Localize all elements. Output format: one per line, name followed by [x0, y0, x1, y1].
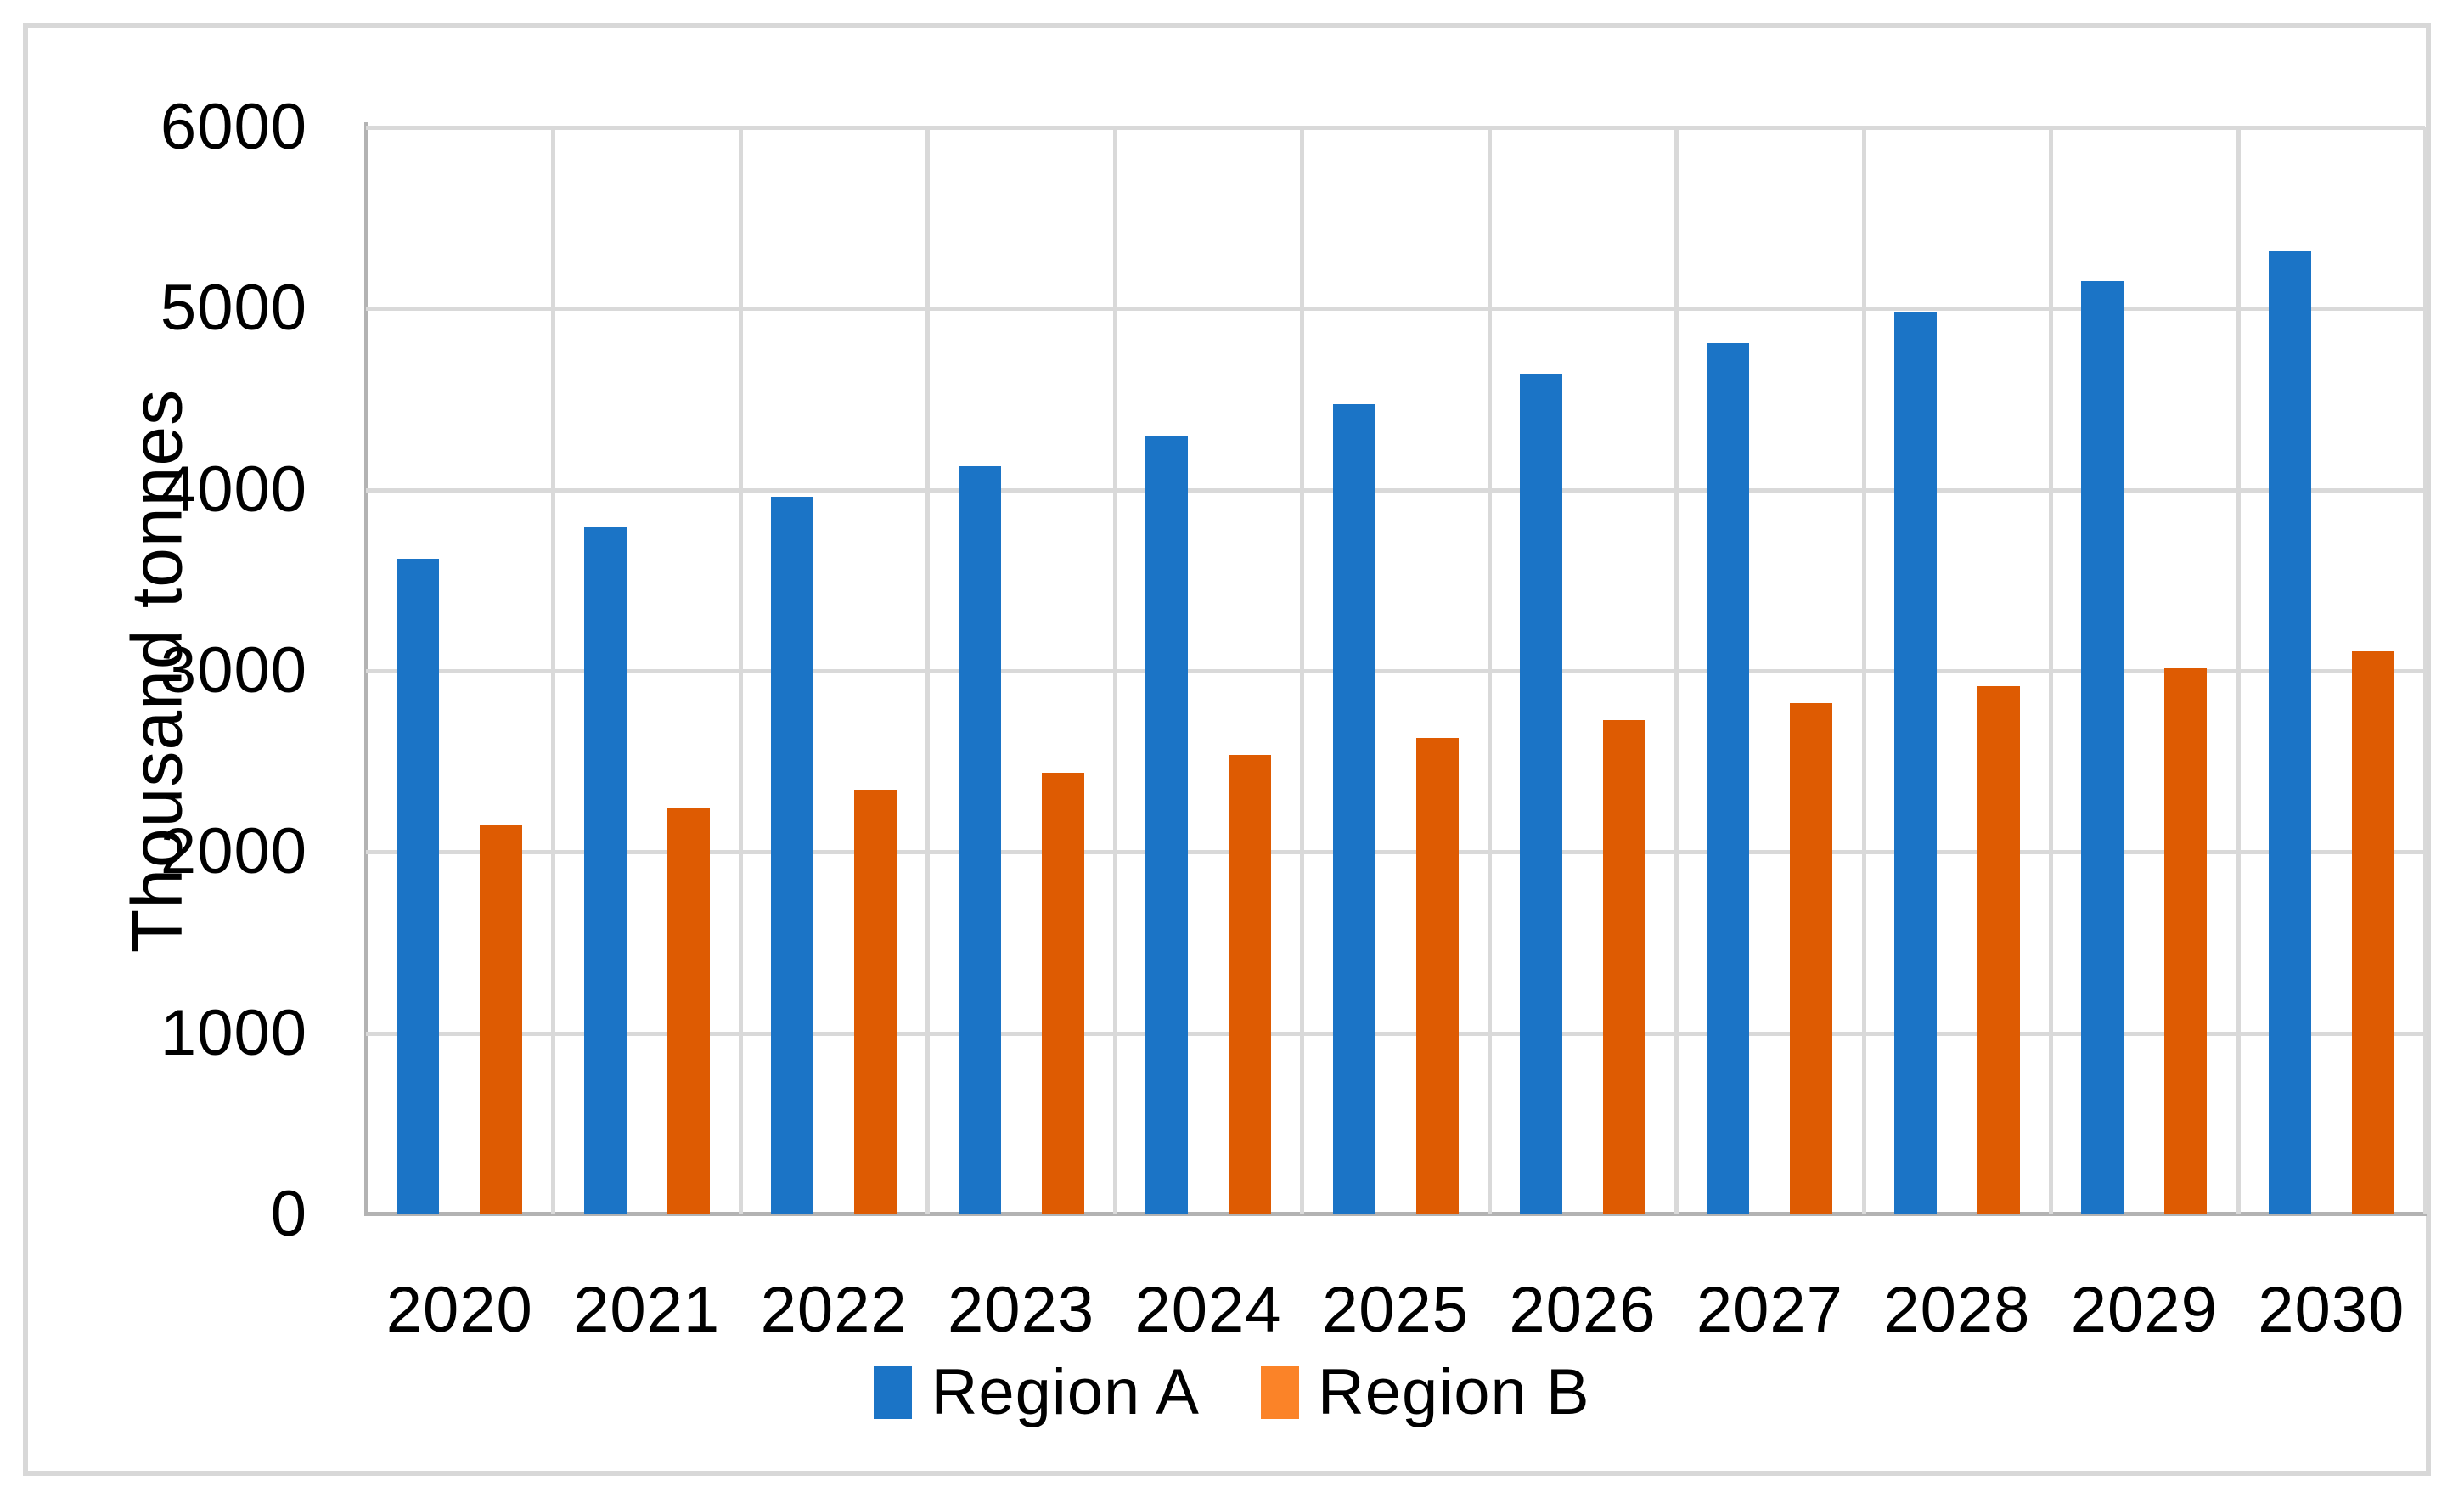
x-tick-label-2020: 2020	[385, 1274, 533, 1346]
gridline-vertical-7	[1674, 127, 1679, 1214]
gridline-horizontal-1000	[366, 1031, 2425, 1036]
gridline-vertical-1	[551, 127, 556, 1214]
gridline-vertical-3	[925, 127, 931, 1214]
bar-region-a-2020	[397, 558, 440, 1214]
gridline-vertical-4	[1112, 127, 1117, 1214]
bar-region-a-2025	[1332, 404, 1375, 1214]
bar-region-b-2027	[1790, 702, 1833, 1214]
x-tick-label-2026: 2026	[1509, 1274, 1657, 1346]
bar-region-b-2030	[2351, 650, 2394, 1214]
gridline-vertical-11	[2423, 127, 2427, 1214]
x-axis-line	[364, 1212, 2427, 1216]
x-tick-label-2025: 2025	[1321, 1274, 1470, 1346]
figure-border	[23, 23, 2431, 1476]
bar-region-a-2027	[1707, 342, 1750, 1214]
bar-region-a-2022	[771, 497, 814, 1214]
bar-region-b-2020	[480, 825, 523, 1214]
bar-region-b-2029	[2164, 668, 2208, 1214]
y-tick-label-1000: 1000	[160, 996, 307, 1069]
legend-item-region-a: Region A	[874, 1359, 1199, 1427]
y-tick-label-0: 0	[270, 1178, 307, 1250]
y-tick-label-4000: 4000	[160, 453, 307, 526]
gridline-vertical-9	[2049, 127, 2054, 1214]
y-tick-label-6000: 6000	[160, 91, 307, 163]
bar-region-a-2024	[1145, 435, 1189, 1214]
gridline-vertical-6	[1487, 127, 1492, 1214]
bar-region-b-2025	[1415, 737, 1459, 1214]
gridline-vertical-5	[1300, 127, 1305, 1214]
bar-region-a-2021	[583, 527, 627, 1214]
bar-region-b-2021	[667, 807, 710, 1214]
bar-region-b-2023	[1041, 772, 1084, 1214]
gridline-horizontal-2000	[366, 850, 2425, 855]
bar-region-b-2022	[854, 790, 897, 1214]
y-tick-label-5000: 5000	[160, 272, 307, 345]
bar-region-a-2023	[958, 465, 1001, 1214]
bar-region-b-2024	[1229, 755, 1272, 1214]
bar-region-a-2026	[1519, 374, 1562, 1214]
bar-region-a-2029	[2081, 281, 2124, 1214]
bar-region-b-2026	[1602, 720, 1645, 1214]
bar-region-b-2028	[1977, 685, 2020, 1214]
plot-area	[364, 122, 2427, 1216]
legend-swatch-region-a	[874, 1366, 913, 1419]
gridline-horizontal-3000	[366, 669, 2425, 673]
x-tick-label-2023: 2023	[948, 1274, 1095, 1346]
legend-label: Region B	[1317, 1356, 1590, 1428]
y-tick-label-2000: 2000	[160, 815, 307, 888]
gridline-vertical-10	[2236, 127, 2241, 1214]
x-tick-label-2027: 2027	[1696, 1274, 1843, 1346]
gridline-vertical-2	[738, 127, 743, 1214]
x-tick-label-2022: 2022	[760, 1274, 908, 1346]
y-axis-tick-labels: 0 1000 2000 3000 4000 5000 6000	[0, 0, 307, 1509]
legend: Region A Region B	[0, 1359, 2464, 1427]
x-tick-label-2024: 2024	[1134, 1274, 1282, 1346]
x-axis-tick-labels: 2020 2021 2022 2023 2024 2025 2026 2027 2028 2029…	[366, 1276, 2425, 1353]
gridline-horizontal-4000	[366, 487, 2425, 493]
gridline-horizontal-5000	[366, 307, 2425, 312]
x-tick-label-2029: 2029	[2070, 1274, 2218, 1346]
bar-region-a-2030	[2268, 251, 2311, 1214]
bar-region-a-2028	[1893, 312, 1937, 1214]
gridline-horizontal-6000	[366, 126, 2425, 130]
gridline-vertical-8	[1861, 127, 1866, 1214]
legend-item-region-b: Region B	[1260, 1356, 1590, 1428]
legend-swatch-region-b	[1260, 1366, 1299, 1419]
x-tick-label-2030: 2030	[2258, 1274, 2405, 1346]
legend-label: Region A	[931, 1356, 1200, 1428]
x-tick-label-2021: 2021	[573, 1274, 721, 1346]
y-tick-label-3000: 3000	[160, 634, 307, 707]
x-tick-label-2028: 2028	[1883, 1274, 2031, 1346]
